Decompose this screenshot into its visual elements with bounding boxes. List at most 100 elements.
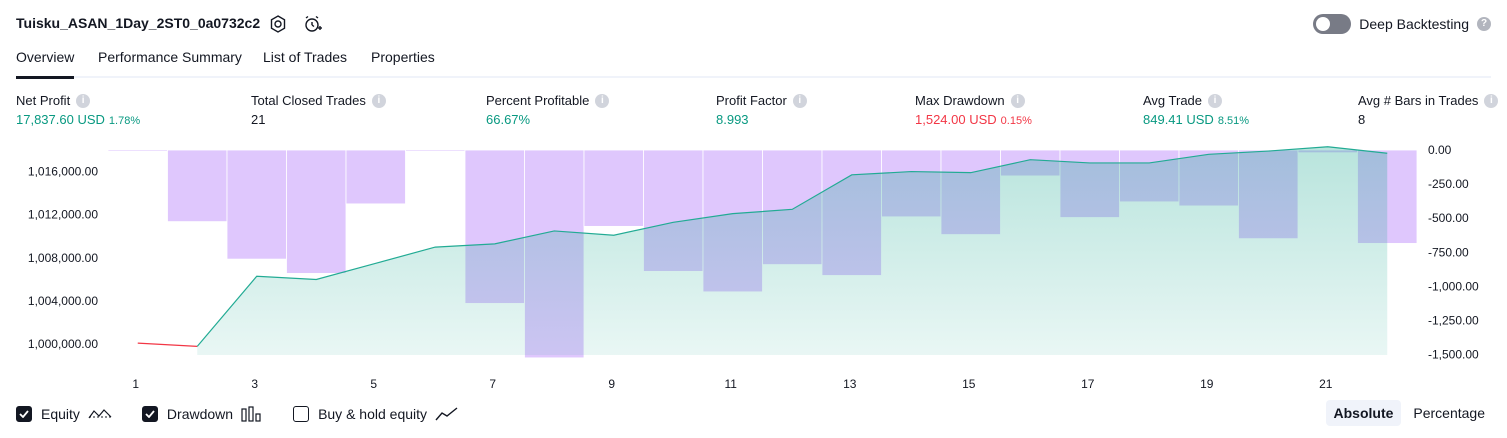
equity-point[interactable] — [196, 345, 199, 348]
deep-backtesting-control: Deep Backtesting ? — [1313, 14, 1491, 34]
equity-point[interactable] — [1029, 158, 1032, 161]
x-axis: 1 3 5 7 9 11 13 15 17 19 21 — [132, 377, 1332, 391]
equity-point[interactable] — [612, 234, 615, 237]
y-right-tick-label: -1,500.00 — [1428, 348, 1479, 362]
equity-point[interactable] — [1207, 153, 1210, 156]
tab-overview[interactable]: Overview — [16, 49, 75, 79]
x-tick-label: 13 — [843, 377, 857, 391]
drawdown-bar[interactable] — [226, 149, 287, 260]
stat-value: 66.67% — [486, 112, 531, 127]
equity-point[interactable] — [1326, 145, 1329, 148]
stat-value: 1,524.00 USD — [915, 112, 997, 127]
stat-label: Percent Profitable — [486, 93, 590, 108]
equity-drawdown-chart[interactable]: 1,016,000.00 1,012,000.00 1,008,000.00 1,00… — [0, 140, 1507, 395]
stat-value: 849.41 USD — [1143, 112, 1214, 127]
stat-value: 8 — [1358, 112, 1366, 127]
stat-label: Profit Factor — [716, 93, 787, 108]
equity-area — [197, 146, 1388, 355]
stat-avg-bars: Avg # Bars in Trades i 8 — [1358, 93, 1499, 127]
report-header: Tuisku_ASAN_1Day_2ST0_0a0732c2 Deep Back… — [16, 12, 1491, 36]
equity-label: Equity — [41, 406, 80, 422]
deep-backtesting-label: Deep Backtesting — [1359, 16, 1469, 32]
equity-point[interactable] — [1088, 161, 1091, 164]
drawdown-bar[interactable] — [286, 149, 347, 274]
stat-percent-profitable: Percent Profitable i 66.67% — [486, 93, 610, 127]
info-icon[interactable]: i — [371, 93, 386, 108]
stat-total-closed-trades: Total Closed Trades i 21 — [251, 93, 386, 127]
absolute-button[interactable]: Absolute — [1325, 400, 1402, 426]
equity-toggle[interactable]: Equity — [16, 406, 112, 422]
equity-point[interactable] — [553, 229, 556, 232]
drawdown-checkbox[interactable] — [141, 406, 158, 422]
y-left-tick-label: 1,000,000.00 — [28, 337, 98, 351]
drawdown-bar[interactable] — [583, 149, 644, 227]
info-icon[interactable]: i — [1010, 93, 1025, 108]
y-left-tick-label: 1,004,000.00 — [28, 294, 98, 308]
tab-list-of-trades[interactable]: List of Trades — [263, 49, 348, 65]
buy-hold-checkbox[interactable] — [293, 406, 310, 422]
y-right-tick-label: -250.00 — [1428, 177, 1469, 191]
stat-percent: 0.15% — [1000, 115, 1032, 127]
equity-point[interactable] — [791, 208, 794, 211]
y-right-tick-label: 0.00 — [1428, 143, 1452, 157]
help-icon[interactable]: ? — [1477, 17, 1491, 31]
y-left-tick-label: 1,016,000.00 — [28, 165, 98, 179]
tab-properties[interactable]: Properties — [371, 49, 435, 65]
report-tabs: Overview Performance Summary List of Tra… — [16, 44, 1491, 79]
info-icon[interactable]: i — [1484, 93, 1499, 108]
equity-point[interactable] — [969, 171, 972, 174]
buy-hold-toggle[interactable]: Buy & hold equity — [293, 406, 459, 422]
drawdown-bar[interactable] — [107, 149, 168, 152]
equity-line — [136, 145, 1389, 348]
info-icon[interactable]: i — [1208, 93, 1223, 108]
equity-point[interactable] — [672, 221, 675, 224]
stat-net-profit: Net Profit i 17,837.60 USD 1.78% — [16, 93, 140, 127]
tab-performance-summary[interactable]: Performance Summary — [98, 49, 242, 65]
stat-value: 8.993 — [716, 112, 749, 127]
buy-hold-legend-icon — [435, 407, 458, 421]
settings-icon[interactable] — [268, 14, 288, 34]
equity-point[interactable] — [731, 212, 734, 215]
equity-area-fill — [197, 146, 1388, 355]
info-icon[interactable]: i — [76, 93, 91, 108]
stat-label: Max Drawdown — [915, 93, 1005, 108]
stat-label: Avg Trade — [1143, 93, 1203, 108]
info-icon[interactable]: i — [792, 93, 807, 108]
x-tick-label: 3 — [251, 377, 258, 391]
y-right-tick-label: -1,250.00 — [1428, 313, 1479, 327]
drawdown-label: Drawdown — [166, 406, 234, 422]
drawdown-bar[interactable] — [345, 149, 406, 205]
buy-hold-label: Buy & hold equity — [318, 406, 428, 422]
toggle-knob — [1316, 17, 1331, 31]
right-axis: 0.00 -250.00 -500.00 -750.00 -1,000.00 -1,250… — [1428, 143, 1479, 362]
stat-value: 17,837.60 USD — [16, 112, 105, 127]
equity-point[interactable] — [1267, 150, 1270, 153]
stat-label: Total Closed Trades — [251, 93, 366, 108]
deep-backtesting-toggle[interactable] — [1313, 14, 1352, 34]
equity-point[interactable] — [315, 278, 318, 281]
x-tick-label: 7 — [489, 377, 496, 391]
add-alert-icon[interactable] — [303, 14, 323, 34]
equity-point[interactable] — [1386, 152, 1389, 155]
equity-point[interactable] — [434, 246, 437, 249]
stat-avg-trade: Avg Trade i 849.41 USD 8.51% — [1143, 93, 1249, 127]
equity-point[interactable] — [136, 342, 139, 345]
y-right-tick-label: -1,000.00 — [1428, 279, 1479, 293]
stat-label: Avg # Bars in Trades — [1358, 93, 1479, 108]
stat-profit-factor: Profit Factor i 8.993 — [716, 93, 807, 127]
percentage-button[interactable]: Percentage — [1413, 405, 1485, 421]
strategy-title: Tuisku_ASAN_1Day_2ST0_0a0732c2 — [16, 15, 261, 31]
equity-legend-icon — [88, 409, 112, 419]
drawdown-bar[interactable] — [405, 149, 466, 152]
drawdown-toggle[interactable]: Drawdown — [141, 406, 263, 422]
equity-point[interactable] — [1148, 161, 1151, 164]
stat-percent: 8.51% — [1217, 115, 1250, 127]
equity-point[interactable] — [255, 275, 258, 278]
equity-point[interactable] — [910, 170, 913, 173]
equity-checkbox[interactable] — [16, 406, 32, 422]
equity-point[interactable] — [374, 262, 377, 265]
info-icon[interactable]: i — [595, 93, 610, 108]
equity-point[interactable] — [850, 173, 853, 176]
drawdown-bar[interactable] — [167, 149, 228, 223]
equity-point[interactable] — [493, 242, 496, 245]
